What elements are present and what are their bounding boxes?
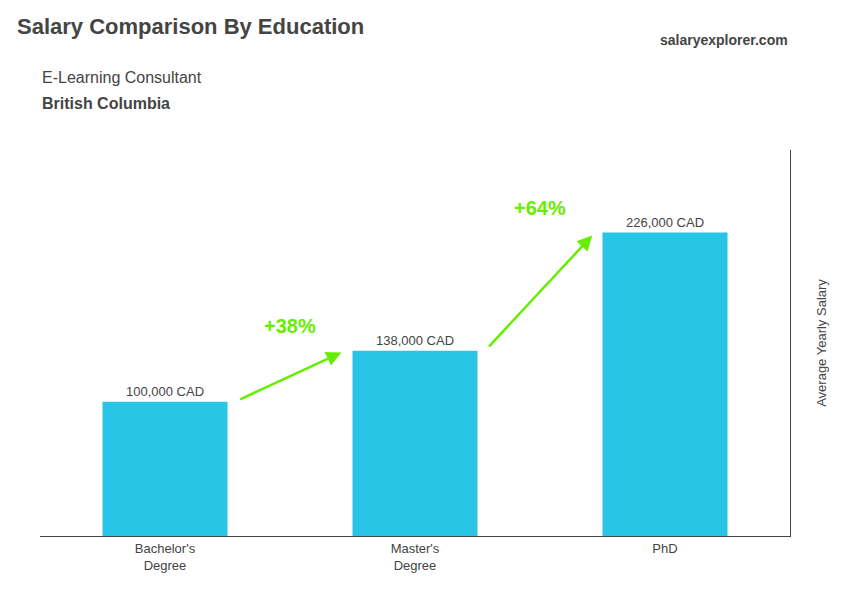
svg-text:E-Learning Consultant: E-Learning Consultant <box>42 69 202 86</box>
svg-text:Master'sDegree: Master'sDegree <box>391 541 440 573</box>
svg-text:226,000 CAD: 226,000 CAD <box>626 215 704 230</box>
svg-text:PhD: PhD <box>652 541 677 556</box>
svg-text:salaryexplorer.com: salaryexplorer.com <box>660 32 788 48</box>
svg-text:British Columbia: British Columbia <box>42 95 170 112</box>
svg-text:100,000 CAD: 100,000 CAD <box>126 384 204 399</box>
svg-text:+38%: +38% <box>264 315 316 337</box>
svg-text:Bachelor'sDegree: Bachelor'sDegree <box>135 541 196 573</box>
svg-text:138,000 CAD: 138,000 CAD <box>376 333 454 348</box>
svg-text:Salary Comparison By Education: Salary Comparison By Education <box>17 14 364 39</box>
svg-text:Average Yearly Salary: Average Yearly Salary <box>814 279 829 407</box>
svg-text:+64%: +64% <box>514 197 566 219</box>
